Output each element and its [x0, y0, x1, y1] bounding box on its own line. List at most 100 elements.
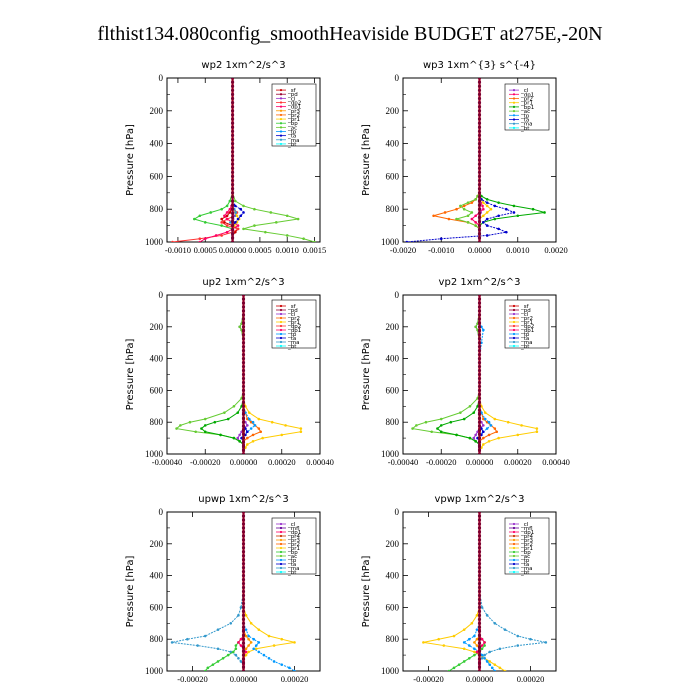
legend-label-ma: _ma [287, 340, 299, 346]
zero-profile-point [477, 158, 482, 162]
data-point-dp1 [481, 204, 484, 208]
data-point-bp1 [462, 417, 466, 421]
data-point-pr1 [470, 622, 474, 625]
legend-label-ma: _ma [520, 566, 532, 572]
legend-marker-cl [279, 522, 283, 526]
zero-profile-point [477, 581, 482, 586]
zero-profile-point [477, 566, 482, 570]
data-point-dp1 [198, 240, 202, 242]
x-tick-label: 0.0010 [506, 245, 529, 255]
x-tick-label: -0.00020 [426, 457, 456, 467]
panel-title: upwp 1xm^2/s^3 [198, 494, 288, 505]
zero-profile-point [230, 178, 235, 183]
legend-marker-pr2 [279, 542, 283, 546]
zero-profile-point [230, 174, 235, 178]
y-tick-label: 1000 [145, 449, 164, 459]
data-point-pr1 [535, 427, 539, 430]
data-point-dp1 [214, 234, 218, 237]
y-tick-label: 400 [150, 139, 164, 149]
data-point-ta [242, 211, 245, 214]
data-point-ac [424, 420, 428, 424]
zero-profile-point [241, 657, 246, 661]
legend-marker-bt [279, 344, 283, 348]
data-point-dp1 [480, 644, 484, 647]
legend-label-tp: _tp [287, 130, 297, 136]
data-point-dp1 [223, 214, 226, 218]
data-point-bp [226, 653, 230, 657]
data-point-pr1 [483, 411, 487, 414]
legend-label-bp: _bp [520, 550, 531, 556]
zero-profile-point [241, 601, 246, 606]
zero-profile-point [477, 305, 482, 309]
data-point-ac [234, 199, 237, 203]
legend-marker-pr4 [512, 534, 516, 538]
legend-marker-pr1 [512, 101, 516, 104]
data-point-sf [225, 214, 229, 218]
zero-profile-point [241, 436, 246, 440]
zero-profile-point [241, 522, 246, 526]
zero-profile-point [477, 329, 482, 333]
data-point-ta [239, 214, 243, 218]
data-point-ma [498, 647, 502, 651]
legend-marker-ta [279, 134, 283, 137]
legend-marker-bp [279, 550, 283, 554]
data-point-ta [405, 240, 409, 242]
zero-profile-point [241, 554, 246, 558]
data-point-tp [257, 641, 261, 644]
zero-profile-point [241, 613, 246, 617]
legend-label-sf: _sf [520, 304, 530, 310]
zero-profile-point [477, 224, 482, 228]
zero-profile-point [241, 574, 246, 578]
x-tick-label: 0.00020 [504, 457, 532, 467]
y-tick-label: 200 [386, 539, 400, 549]
data-point-tp [487, 420, 491, 424]
data-point-ta [482, 221, 485, 224]
data-point-tp [462, 641, 466, 644]
data-point-pr1 [497, 436, 500, 440]
legend-marker-pr2 [512, 316, 516, 320]
legend-marker-tp [279, 558, 283, 562]
zero-profile-point [241, 404, 246, 408]
zero-profile-point [477, 522, 482, 526]
data-point-bp1 [485, 198, 489, 201]
x-tick-label: 0.00000 [230, 457, 258, 467]
data-point-ac [203, 417, 207, 421]
legend-marker-bp [279, 122, 283, 125]
data-point-cl [238, 433, 241, 437]
data-point-pr2 [443, 211, 447, 214]
zero-profile-point [477, 309, 482, 313]
zero-profile-point [477, 661, 482, 665]
zero-profile-point [477, 448, 482, 452]
legend-marker-ma [512, 122, 516, 125]
legend-label-pr1: _pr1 [520, 320, 533, 326]
zero-profile-point [477, 101, 482, 105]
zero-profile-point [477, 633, 482, 637]
zero-profile-point [241, 309, 246, 313]
zero-profile-point [241, 633, 246, 637]
series-group [405, 78, 546, 242]
zero-profile-point [477, 625, 482, 629]
data-point-bp [206, 666, 210, 670]
y-tick-label: 800 [386, 634, 400, 644]
zero-profile-point [241, 558, 246, 562]
data-point-ac [474, 224, 477, 227]
data-point-ac [474, 198, 477, 201]
data-point-ac [466, 214, 470, 218]
legend-marker-sf [279, 304, 283, 308]
x-tick-label: -0.0010 [165, 245, 191, 255]
data-point-pr1 [270, 420, 274, 424]
zero-profile-point [230, 170, 235, 174]
data-point-ma [488, 650, 492, 654]
zero-profile-point [477, 174, 482, 178]
zero-profile-point [241, 329, 246, 333]
legend-label-ta: _ta [520, 562, 529, 568]
legend-marker-cl [279, 97, 283, 100]
zero-profile-point [477, 170, 482, 174]
legend-label-pr3: _pr3 [287, 538, 301, 544]
zero-profile-point [477, 146, 482, 150]
data-point-ma [234, 211, 238, 214]
data-point-bp [221, 656, 225, 660]
data-point-dp1 [244, 650, 248, 654]
zero-profile-point [477, 649, 482, 653]
zero-profile-point [241, 349, 246, 353]
